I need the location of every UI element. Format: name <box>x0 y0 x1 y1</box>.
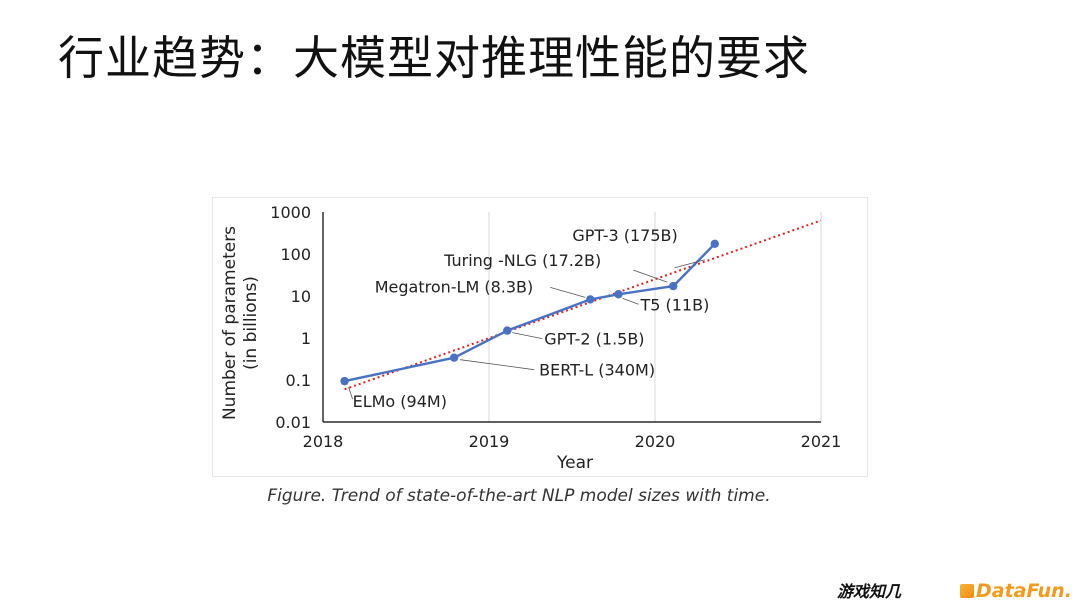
trend-line <box>344 219 822 391</box>
y-tick-label: 1000 <box>270 203 311 222</box>
leader-line <box>460 359 535 371</box>
data-point <box>586 295 595 304</box>
data-point <box>340 376 349 386</box>
data-label: ELMo (94M) <box>353 392 447 411</box>
x-tick-label: 2020 <box>635 432 676 451</box>
y-axis-label: Number of parameters <box>220 226 240 420</box>
data-label: Megatron-LM (8.3B) <box>375 277 534 296</box>
leader-line <box>348 387 353 400</box>
leader-line <box>674 259 705 269</box>
chart-frame: 0.01 0.1 1 10 100 1000 2018 2019 2020 2021 Year Num… <box>212 197 868 477</box>
figure-caption: Figure. Trend of state-of-the-art NLP mo… <box>267 486 771 506</box>
data-point <box>710 239 719 248</box>
datafun-logo-text: DataFun. <box>976 580 1072 602</box>
x-tick-label: 2019 <box>469 432 510 451</box>
y-tick-label: 100 <box>280 245 311 264</box>
data-point <box>669 281 678 291</box>
y-tick-label: 0.1 <box>286 371 311 390</box>
leader-line <box>512 332 543 339</box>
data-label: GPT-2 (1.5B) <box>544 330 644 349</box>
data-label: GPT-3 (175B) <box>572 226 677 245</box>
x-axis-label: Year <box>556 453 593 473</box>
datafun-logo: DataFun. <box>960 580 1072 602</box>
data-label: BERT-L (340M) <box>539 361 655 380</box>
y-tick-label: 0.01 <box>275 413 311 432</box>
y-tick-label: 10 <box>291 287 311 306</box>
x-tick-label: 2021 <box>801 432 842 451</box>
y-axis-sublabel: (in billions) <box>241 276 261 370</box>
data-point <box>449 353 459 362</box>
datafun-mark-icon <box>960 584 974 598</box>
leader-line <box>622 297 639 305</box>
data-label: T5 (11B) <box>639 295 709 314</box>
slide-title: 行业趋势：大模型对推理性能的要求 <box>58 31 810 85</box>
leader-line <box>550 287 586 298</box>
chart-svg: 0.01 0.1 1 10 100 1000 2018 2019 2020 2021 Year Num… <box>220 203 842 473</box>
data-label: Turing -NLG (17.2B) <box>443 251 601 270</box>
leader-line <box>633 269 668 283</box>
y-tick-label: 1 <box>301 329 311 348</box>
x-tick-label: 2018 <box>303 432 344 451</box>
data-point <box>614 290 623 299</box>
youxi-logo: 游戏知几 <box>837 582 902 601</box>
data-point <box>503 326 512 335</box>
